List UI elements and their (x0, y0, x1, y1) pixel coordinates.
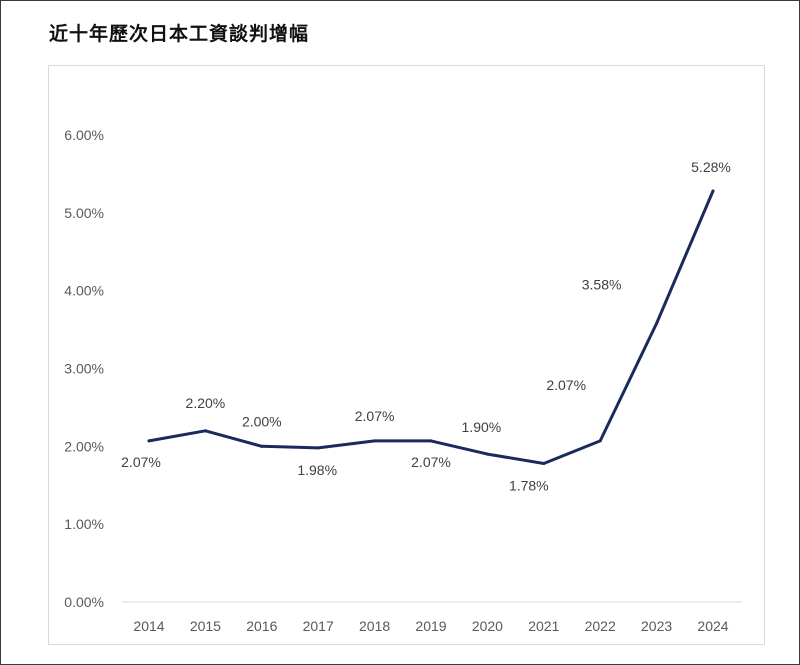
data-label: 2.07% (355, 408, 395, 424)
y-tick-label: 0.00% (64, 594, 104, 610)
x-tick-label: 2023 (641, 618, 672, 634)
data-point (203, 429, 207, 433)
data-point (373, 439, 377, 443)
y-tick-label: 1.00% (64, 516, 104, 532)
data-point (485, 452, 489, 456)
y-tick-label: 4.00% (64, 283, 104, 299)
x-tick-label: 2015 (190, 618, 221, 634)
x-tick-label: 2021 (528, 618, 559, 634)
data-label: 2.07% (121, 454, 161, 470)
data-label: 3.58% (582, 276, 622, 292)
data-label: 2.07% (546, 377, 586, 393)
x-tick-label: 2018 (359, 618, 390, 634)
y-tick-label: 5.00% (64, 205, 104, 221)
x-tick-label: 2024 (697, 618, 728, 634)
x-tick-label: 2014 (133, 618, 164, 634)
x-tick-label: 2016 (246, 618, 277, 634)
data-label: 1.78% (509, 477, 549, 493)
data-label: 1.90% (462, 419, 502, 435)
data-point (429, 439, 433, 443)
data-point (316, 446, 320, 450)
data-point (542, 461, 546, 465)
data-label: 2.00% (242, 413, 282, 429)
data-label: 2.07% (411, 454, 451, 470)
y-tick-label: 2.00% (64, 438, 104, 454)
data-point (260, 444, 264, 448)
x-tick-label: 2017 (303, 618, 334, 634)
x-tick-label: 2020 (472, 618, 503, 634)
data-label: 5.28% (691, 159, 731, 175)
data-point (711, 189, 715, 193)
series-line (147, 189, 715, 465)
data-point (147, 439, 151, 443)
data-label: 1.98% (297, 462, 337, 478)
plot-area (48, 65, 765, 645)
data-point (598, 439, 602, 443)
data-point (655, 321, 659, 325)
chart-title: 近十年歷次日本工資談判增幅 (49, 23, 310, 45)
y-tick-label: 6.00% (64, 127, 104, 143)
x-tick-label: 2019 (415, 618, 446, 634)
x-tick-label: 2022 (585, 618, 616, 634)
data-label: 2.20% (186, 395, 226, 411)
y-tick-label: 3.00% (64, 361, 104, 377)
